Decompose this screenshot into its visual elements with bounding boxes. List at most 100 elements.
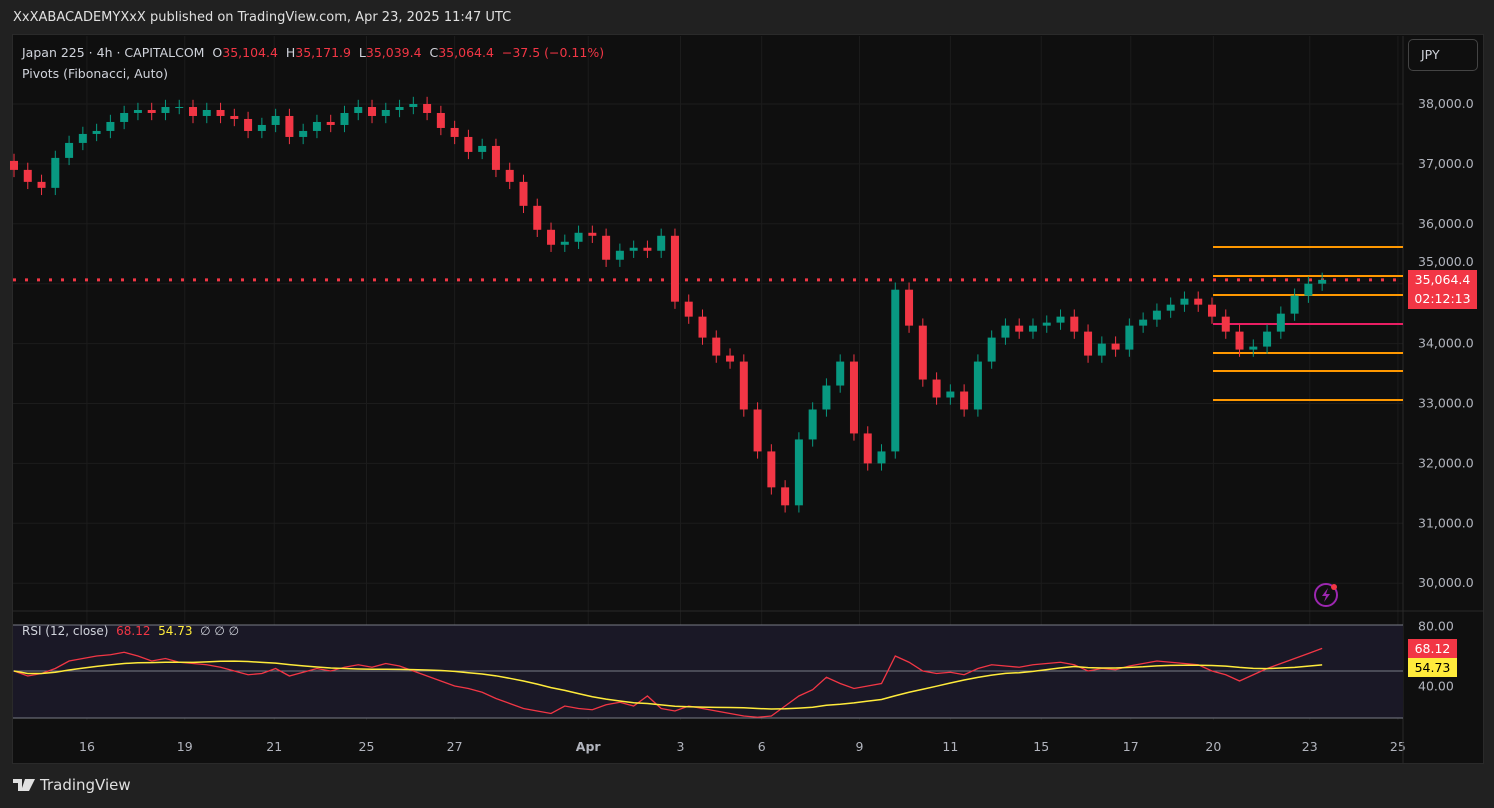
candle-body xyxy=(670,235,679,302)
candle-body xyxy=(781,487,790,506)
candle-body xyxy=(960,391,969,410)
candle-body xyxy=(1290,295,1299,314)
candle-body xyxy=(478,145,487,152)
high-value: 35,171.9 xyxy=(295,45,351,60)
change-value: −37.5 (−0.11%) xyxy=(501,45,605,60)
candle-body xyxy=(615,250,624,260)
tradingview-logo-icon xyxy=(13,779,35,791)
time-tick: 16 xyxy=(79,739,95,754)
rsi-label: RSI (12, close) xyxy=(22,624,109,638)
time-tick: 27 xyxy=(447,739,463,754)
price-tick: 31,000.0 xyxy=(1418,515,1474,530)
open-value: 35,104.4 xyxy=(222,45,278,60)
candle-body xyxy=(450,127,459,137)
candle-body xyxy=(1056,316,1065,323)
candle-body xyxy=(863,433,872,464)
candle-body xyxy=(395,106,404,110)
candle-body xyxy=(629,247,638,251)
candle-body xyxy=(436,112,445,128)
candle-body xyxy=(1166,304,1175,311)
candle-body xyxy=(973,361,982,410)
high-label: H xyxy=(285,45,296,60)
candle-body xyxy=(918,325,927,380)
open-label: O xyxy=(212,45,223,60)
price-tick: 34,000.0 xyxy=(1418,336,1474,351)
rsi-axis-tick: 40.00 xyxy=(1418,679,1454,694)
candle-body xyxy=(312,121,321,131)
candle-body xyxy=(120,112,129,122)
candle-body xyxy=(560,241,569,245)
price-tick: 35,000.0 xyxy=(1418,254,1474,269)
candle-body xyxy=(547,229,556,245)
price-tick: 32,000.0 xyxy=(1418,455,1474,470)
time-tick: 25 xyxy=(1390,739,1406,754)
candle-body xyxy=(92,130,101,134)
candle-body xyxy=(698,316,707,338)
candle-body xyxy=(133,109,142,113)
close-value: 35,064.4 xyxy=(438,45,494,60)
candle-body xyxy=(1125,325,1134,350)
close-label: C xyxy=(429,45,439,60)
tradingview-logo[interactable]: TradingView xyxy=(13,776,131,794)
candle-body xyxy=(849,361,858,434)
candle-body xyxy=(808,409,817,440)
rsi-axis-tick: 80.00 xyxy=(1418,619,1454,634)
time-tick: 11 xyxy=(942,739,958,754)
time-tick: 9 xyxy=(856,739,864,754)
time-tick: 25 xyxy=(359,739,375,754)
price-tick: 36,000.0 xyxy=(1418,216,1474,231)
candle-body xyxy=(794,439,803,506)
symbol-title[interactable]: Japan 225 · 4h · CAPITALCOM xyxy=(22,45,205,60)
rsi-extra: ∅ ∅ ∅ xyxy=(200,624,240,638)
time-tick: Apr xyxy=(576,739,602,754)
candle-body xyxy=(574,232,583,242)
lightning-alert-icon xyxy=(1314,583,1338,607)
candle-body xyxy=(368,106,377,116)
time-tick: 19 xyxy=(177,739,193,754)
candle-body xyxy=(905,289,914,326)
candle-body xyxy=(423,104,432,113)
candle-body xyxy=(1042,322,1051,326)
notification-dot xyxy=(1331,584,1337,590)
symbol-legend: Japan 225 · 4h · CAPITALCOM O35,104.4 H3… xyxy=(22,45,604,60)
candle-body xyxy=(23,169,32,182)
candle-body xyxy=(822,385,831,410)
candle-body xyxy=(932,379,941,398)
low-label: L xyxy=(358,45,366,60)
candle-body xyxy=(1015,325,1024,332)
time-tick: 6 xyxy=(758,739,766,754)
candle-body xyxy=(464,136,473,152)
candle-body xyxy=(643,247,652,251)
candle-body xyxy=(712,337,721,356)
candle-body xyxy=(1235,331,1244,350)
candle-body xyxy=(519,181,528,206)
candle-body xyxy=(354,106,363,113)
candle-body xyxy=(340,112,349,125)
candle-body xyxy=(381,109,390,116)
price-tick: 33,000.0 xyxy=(1418,396,1474,411)
candle-body xyxy=(767,451,776,488)
candle-body xyxy=(244,118,253,131)
candle-body xyxy=(588,232,597,236)
candle-body xyxy=(877,451,886,464)
candle-body xyxy=(189,106,198,116)
indicator-legend[interactable]: Pivots (Fibonacci, Auto) xyxy=(22,66,169,81)
candle-body xyxy=(1180,298,1189,305)
candle-body xyxy=(1221,316,1230,332)
rsi-ma-value: 54.73 xyxy=(158,624,193,638)
candle-body xyxy=(409,104,418,107)
currency-button[interactable]: JPY xyxy=(1408,39,1478,71)
candle-body xyxy=(216,109,225,116)
candle-body xyxy=(1084,331,1093,356)
candle-body xyxy=(51,157,60,188)
price-tick: 30,000.0 xyxy=(1418,575,1474,590)
candle-body xyxy=(202,109,211,116)
lightning-icon xyxy=(1322,588,1330,602)
rsi-legend[interactable]: RSI (12, close) 68.12 54.73 ∅ ∅ ∅ xyxy=(22,624,239,638)
candle-body xyxy=(739,361,748,410)
price-tick: 38,000.0 xyxy=(1418,96,1474,111)
candle-body xyxy=(285,115,294,137)
candle-body xyxy=(257,124,266,131)
candle-body xyxy=(106,121,115,131)
